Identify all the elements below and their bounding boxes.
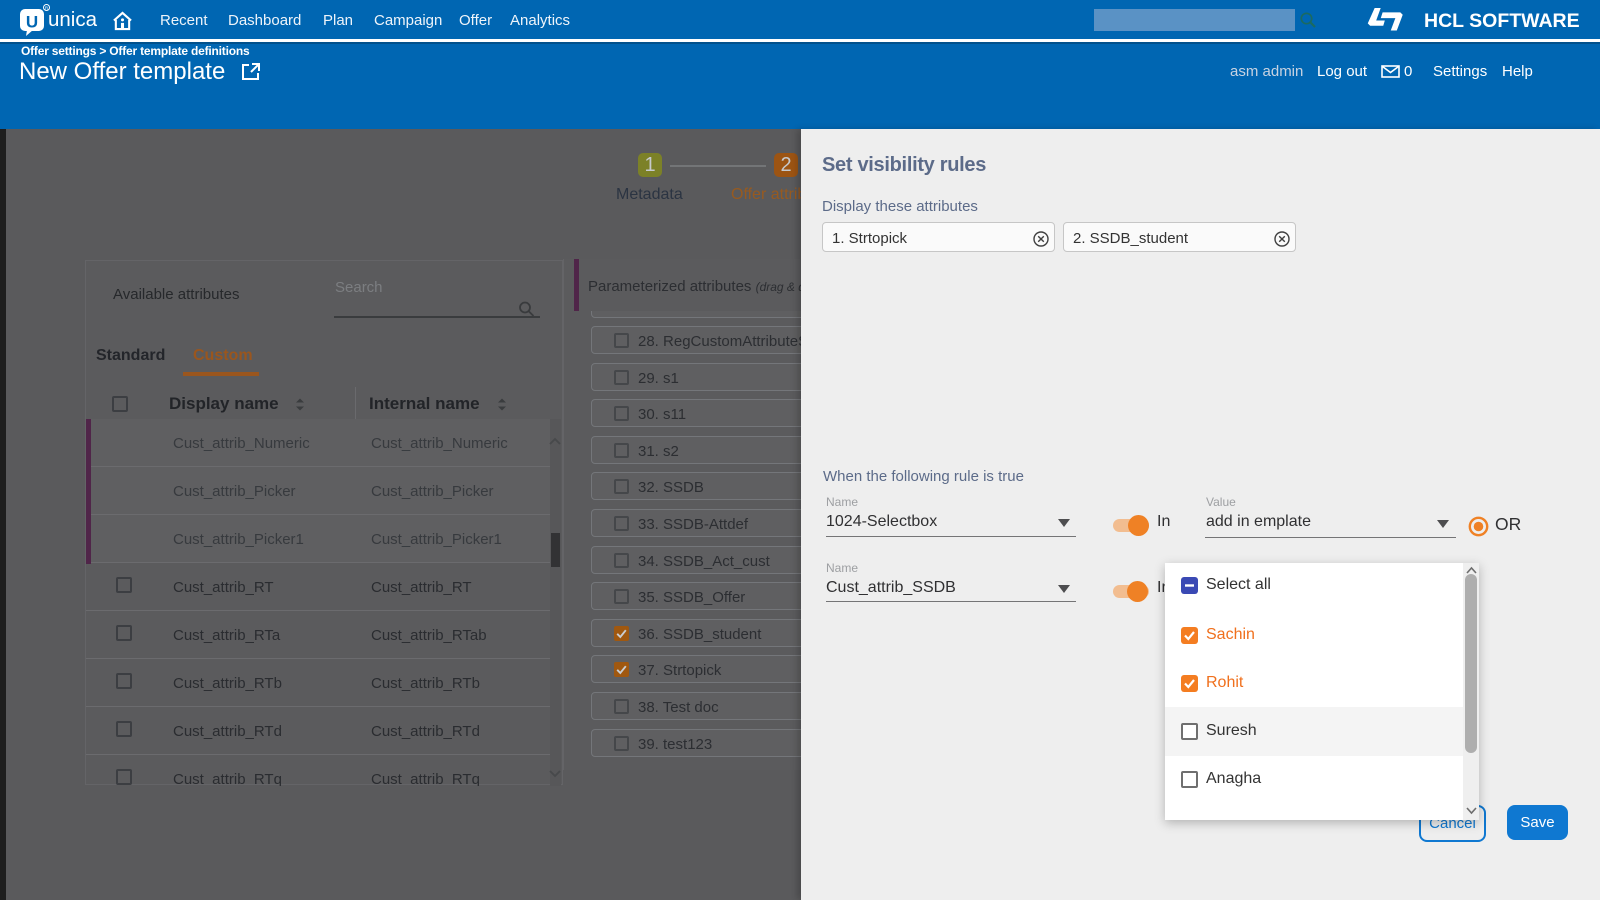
svg-text:U: U — [26, 13, 38, 32]
svg-text:R: R — [45, 6, 49, 11]
